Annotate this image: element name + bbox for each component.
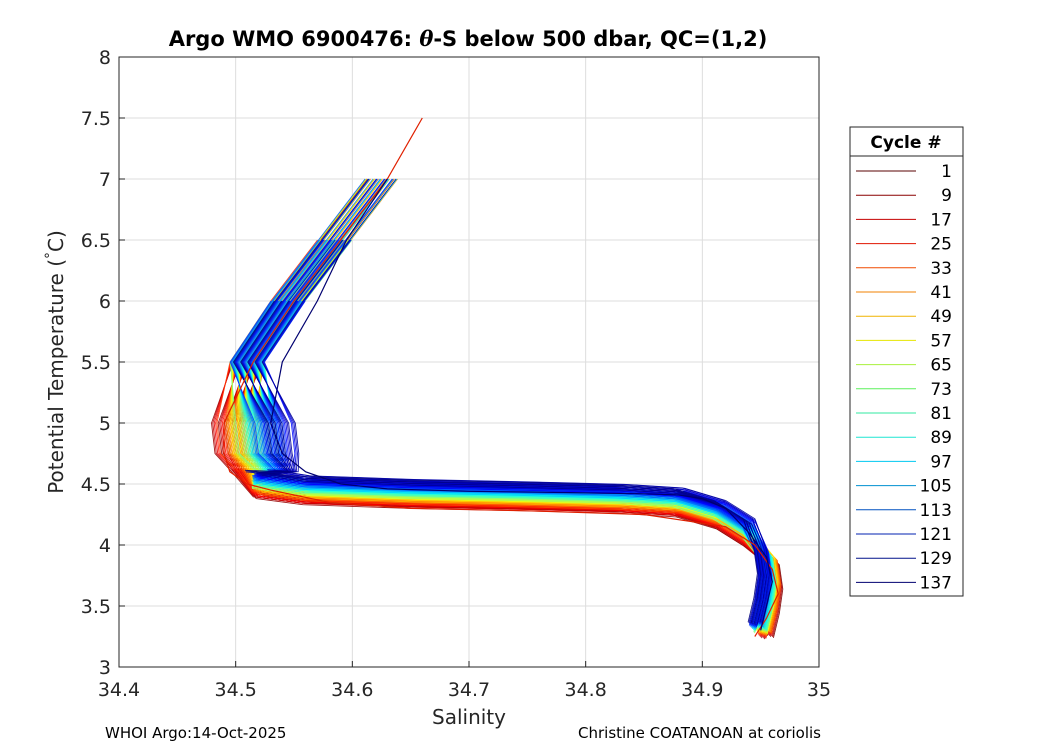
cycle-profile [249, 178, 767, 628]
chart-title: Argo WMO 6900476: θ-S below 500 dbar, QC… [169, 26, 768, 51]
legend-label: 65 [930, 356, 952, 376]
legend-label: 89 [930, 428, 952, 448]
cycle-profile [247, 239, 764, 625]
series-line [270, 178, 773, 631]
cycle-profile [232, 300, 758, 623]
legend-label: 97 [930, 452, 952, 472]
series-line [223, 117, 779, 637]
x-tick-label: 34.5 [215, 679, 257, 701]
legend-title: Cycle # [870, 133, 941, 153]
y-tick-label: 4.5 [81, 474, 111, 496]
y-axis-label: Potential Temperature (°C) [43, 230, 68, 494]
legend-label: 105 [920, 477, 952, 497]
cycle-profile [240, 300, 761, 624]
x-tick-label: 34.9 [681, 679, 723, 701]
cycle-profile [248, 300, 766, 627]
legend-label: 49 [930, 307, 952, 327]
y-tick-label: 3.5 [81, 596, 111, 618]
legend-label: 25 [930, 235, 952, 255]
y-tick-label: 7 [99, 169, 111, 191]
y-tick-label: 8 [99, 47, 111, 69]
y-tick-label: 6.5 [81, 230, 111, 252]
legend-label: 73 [930, 380, 952, 400]
x-axis-label: Salinity [432, 705, 506, 729]
footer-credit-left: WHOI Argo:14-Oct-2025 [105, 724, 287, 742]
y-tick-label: 5 [99, 413, 111, 435]
x-tick-label: 34.4 [98, 679, 140, 701]
legend-label: 9 [941, 186, 952, 206]
y-tick-label: 7.5 [81, 108, 111, 130]
axis-ticks: 34.4 34.5 34.6 34.7 34.8 34.9 35 3 3.5 4 4.5 5 5.5 6 6… [81, 47, 831, 701]
legend-label: 17 [930, 210, 952, 230]
cycle-profile [263, 239, 772, 624]
y-tick-label: 5.5 [81, 352, 111, 374]
legend-label: 137 [920, 573, 952, 593]
legend-box [849, 126, 964, 597]
profile-curves [211, 117, 784, 640]
legend: Cycle # 1 9 17 25 33 41 49 57 65 73 81 89 97 105 113 12… [849, 126, 964, 597]
legend-label: 113 [920, 501, 952, 521]
cycle-profile [261, 178, 770, 623]
legend-label: 129 [920, 549, 952, 569]
x-tick-label: 34.6 [331, 679, 373, 701]
footer-credit-right: Christine COATANOAN at coriolis [578, 724, 821, 742]
legend-label: 57 [930, 331, 952, 351]
y-tick-label: 6 [99, 291, 111, 313]
legend-label: 33 [930, 259, 952, 279]
x-tick-label: 35 [807, 679, 831, 701]
y-tick-label: 3 [99, 657, 111, 679]
x-tick-label: 34.8 [565, 679, 607, 701]
x-tick-label: 34.7 [448, 679, 490, 701]
legend-label: 1 [941, 162, 952, 182]
legend-label: 121 [920, 525, 952, 545]
cycle-profile [262, 239, 771, 624]
legend-label: 41 [930, 283, 952, 303]
legend-label: 81 [930, 404, 952, 424]
y-tick-label: 4 [99, 535, 111, 557]
